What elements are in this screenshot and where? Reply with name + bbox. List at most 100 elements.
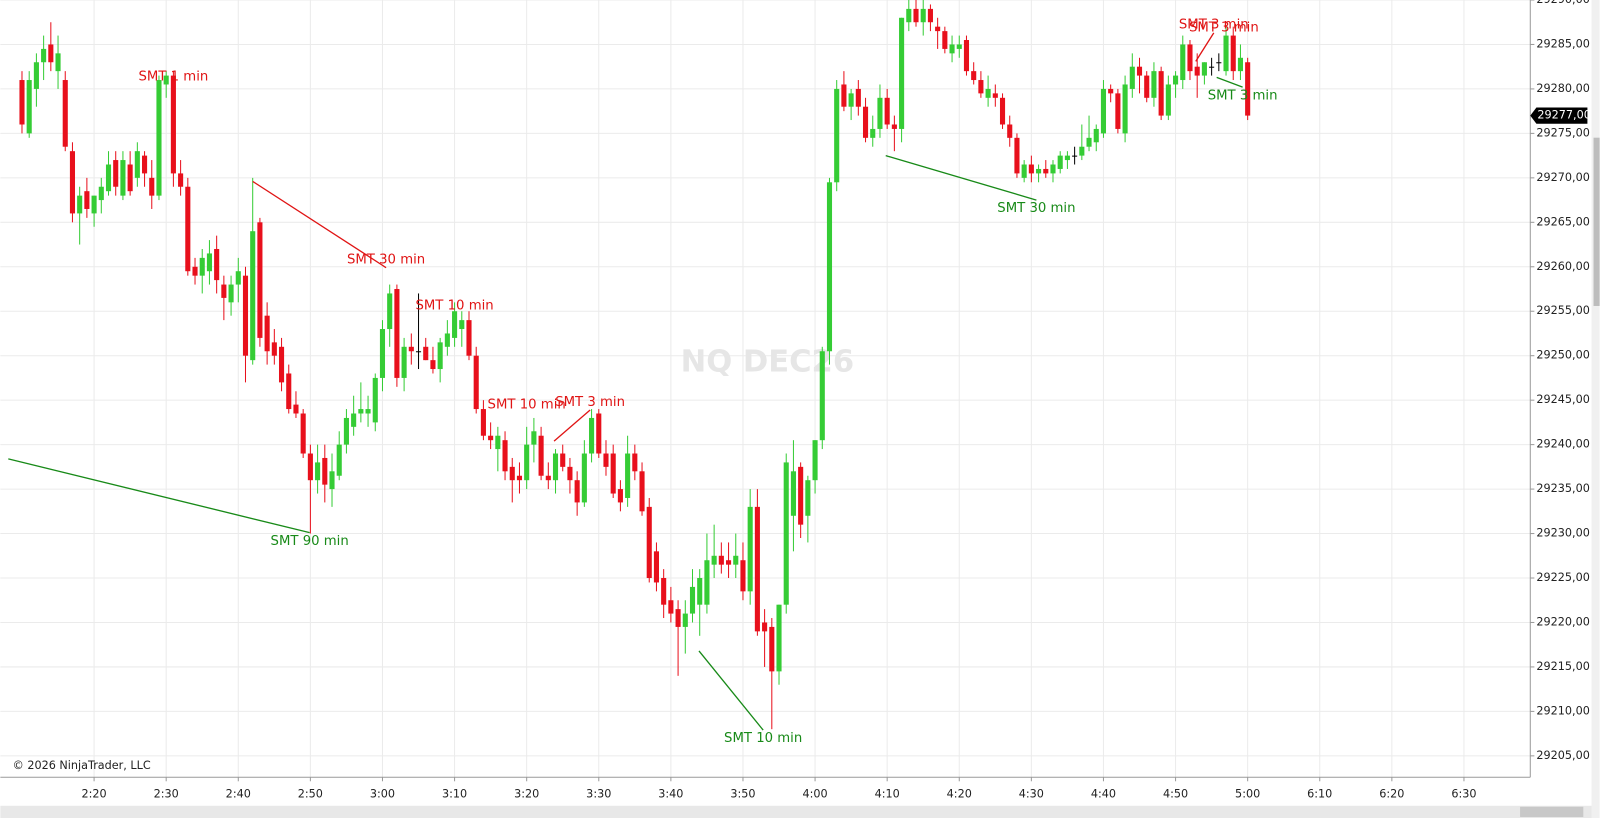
y-tick-label: 29275,00: [1536, 126, 1589, 139]
candle-body: [466, 320, 472, 356]
candle-body: [862, 106, 869, 138]
smt-label: SMT 10 min: [488, 397, 566, 412]
x-tick-label: 6:10: [1307, 788, 1332, 801]
candle-body: [1115, 93, 1121, 129]
candle-body: [661, 578, 667, 605]
candle-body: [1129, 66, 1135, 89]
candle-body: [805, 480, 811, 516]
candle-body: [192, 266, 198, 276]
candle-body: [84, 191, 90, 209]
candle-body: [502, 440, 508, 472]
candle-body: [992, 93, 998, 98]
candle-body: [178, 173, 184, 187]
candle-body: [826, 182, 833, 352]
candle-body: [769, 626, 775, 672]
smt-label: SMT 3 min: [1189, 20, 1259, 35]
candle-body: [877, 97, 883, 129]
candle-body: [307, 453, 313, 481]
candle-body: [1237, 57, 1243, 72]
candle-body: [1151, 71, 1157, 98]
candle-body: [668, 600, 674, 614]
candle-body: [1136, 66, 1143, 76]
candle-body: [77, 195, 83, 214]
candle-body: [41, 48, 47, 63]
candle-body: [1021, 164, 1027, 178]
candle-body: [127, 164, 133, 192]
candle-body: [971, 71, 977, 81]
candle-body: [365, 409, 371, 414]
candle-body: [1201, 62, 1207, 76]
candle-body: [379, 329, 386, 378]
candle-body: [1028, 164, 1034, 174]
x-tick-label: 4:40: [1091, 788, 1116, 801]
candle-body: [1194, 66, 1200, 76]
candle-body: [242, 275, 249, 356]
candle-body: [509, 466, 515, 481]
candle-body: [632, 453, 638, 472]
smt-label: SMT 3 min: [1208, 88, 1278, 103]
smt-label: SMT 30 min: [347, 253, 425, 268]
x-tick-label: 3:50: [730, 788, 755, 801]
candle-body: [675, 609, 681, 627]
candle-body: [113, 160, 119, 187]
candle-body: [69, 151, 76, 214]
candle-body: [1158, 71, 1164, 116]
candle-body: [682, 613, 688, 627]
candle-body: [617, 489, 623, 503]
scrollbar[interactable]: [0, 805, 1592, 818]
candle-body: [437, 342, 443, 370]
candle-body: [1072, 155, 1078, 157]
candle-body: [790, 471, 796, 516]
y-tick-label: 29235,00: [1536, 482, 1589, 495]
y-tick-label: 29255,00: [1536, 304, 1589, 317]
candle-body: [855, 88, 861, 107]
candle-body: [286, 373, 292, 410]
candle-body: [689, 586, 696, 614]
x-tick-label: 4:20: [947, 788, 972, 801]
smt-label: SMT 3 min: [1179, 18, 1249, 33]
candle-body: [264, 315, 270, 352]
candle-body: [1057, 155, 1063, 169]
candle-body: [1209, 66, 1215, 68]
y-tick-label: 29210,00: [1536, 704, 1589, 717]
candle-body: [488, 435, 494, 441]
candle-body: [1043, 168, 1049, 174]
candle-body: [322, 457, 328, 485]
candle-body: [899, 17, 905, 129]
candle-body: [430, 360, 436, 370]
candle-body: [134, 151, 140, 178]
candle-body: [1223, 35, 1229, 72]
candle-body: [704, 560, 710, 605]
candle-body: [841, 84, 847, 107]
side-handle[interactable]: [1593, 137, 1600, 306]
candle-body: [1173, 75, 1179, 85]
candle-body: [1180, 44, 1186, 81]
candle-body: [156, 80, 162, 196]
candle-body: [870, 128, 876, 138]
smt-line: [8, 458, 310, 534]
candle-body: [999, 97, 1006, 125]
candle-body: [610, 453, 616, 494]
candle-body: [603, 453, 609, 467]
candle-body: [19, 80, 25, 125]
candle-body: [26, 80, 32, 134]
candle-body: [257, 222, 263, 338]
candle-body: [293, 404, 299, 414]
candle-body: [978, 80, 984, 94]
candle-body: [711, 555, 717, 565]
candle-body: [639, 471, 645, 512]
candle-body: [913, 8, 919, 23]
axes: 29205,00 29210,00 29215,00 29220,00 29225,00…: [82, 0, 1591, 801]
y-tick-label: 29250,00: [1536, 349, 1589, 362]
candle-body: [278, 346, 285, 383]
y-tick-label: 29270,00: [1536, 171, 1589, 184]
candle-body: [120, 160, 126, 196]
x-tick-label: 3:30: [586, 788, 611, 801]
candle-body: [524, 444, 530, 481]
candle-body: [834, 88, 840, 183]
scrollbar-thumb[interactable]: [1520, 806, 1584, 817]
candle-body: [942, 31, 948, 49]
smt-line: [553, 409, 591, 442]
candle-body: [351, 413, 357, 427]
